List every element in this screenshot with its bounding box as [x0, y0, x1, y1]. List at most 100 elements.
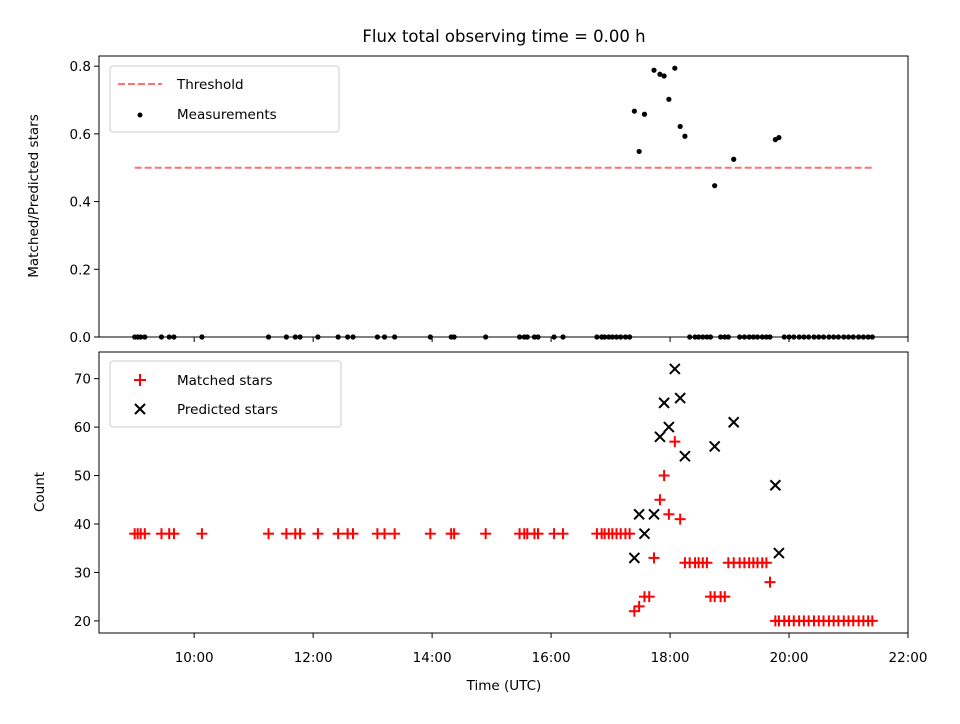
matched-star-point — [628, 605, 640, 617]
bottom-y-tick-label: 70 — [74, 372, 91, 388]
predicted-star-point — [728, 416, 740, 428]
bottom-panel: 20 30 40 50 60 70 10:00 12:00 14:00 16:00 18:00 20… — [32, 351, 928, 694]
matched-star-point — [168, 528, 180, 540]
bottom-y-tick-label: 30 — [74, 565, 91, 581]
measurement-point — [641, 111, 648, 117]
top-axes-frame — [98, 55, 909, 338]
matched-star-point — [654, 494, 666, 506]
x-tick-label: 22:00 — [889, 650, 928, 666]
bottom-y-axis-label: Count — [32, 472, 48, 512]
matched-star-point — [332, 528, 344, 540]
bottom-y-tick-label: 60 — [74, 420, 91, 436]
measurement-point — [651, 67, 657, 73]
x-tick-label: 18:00 — [651, 650, 690, 666]
measurements-layer — [132, 65, 875, 340]
chart-title: Flux total observing time = 0.00 h — [362, 27, 645, 46]
measurement-point — [776, 134, 782, 141]
matched-star-point — [701, 557, 713, 569]
predicted-star-point — [648, 508, 660, 521]
predicted-star-point — [663, 421, 675, 433]
measurement-point — [631, 108, 637, 114]
predicted-star-point — [674, 392, 686, 404]
matched-star-point — [424, 528, 436, 540]
x-tick-label: 10:00 — [175, 650, 214, 666]
measurement-point — [657, 71, 663, 77]
matched-star-point — [294, 528, 306, 540]
x-tick-label: 12:00 — [294, 650, 333, 666]
matched-star-point — [389, 528, 401, 540]
predicted-star-point — [638, 527, 651, 540]
matched-star-point — [633, 600, 645, 612]
matched-star-point — [379, 528, 391, 540]
legend-predicted-swatch — [134, 403, 146, 415]
top-y-ticks: 0.0 0.2 0.4 0.6 0.8 — [70, 59, 99, 346]
top-panel: 0.00.20.40.60.8 Matched/Predicted stars … — [26, 55, 909, 346]
bottom-legend: Matched stars Predicted stars — [109, 360, 342, 428]
top-y-tick-label: 0.2 — [70, 262, 91, 278]
legend-matched-label: Matched stars — [177, 373, 273, 389]
predicted-star-point — [669, 363, 681, 375]
measurement-point — [661, 73, 667, 79]
matched-star-point — [643, 591, 655, 603]
bottom-legend-box — [109, 360, 342, 428]
matched-star-point — [719, 591, 731, 603]
x-tick-label: 20:00 — [770, 650, 809, 666]
matched-star-point — [663, 508, 675, 520]
matched-star-point — [557, 528, 569, 540]
matched-star-point — [448, 528, 460, 540]
predicted-star-point — [628, 552, 641, 564]
top-y-tick-label: 0.0 — [70, 330, 91, 346]
predicted-star-point — [654, 431, 666, 443]
matched-star-point — [480, 528, 492, 540]
bottom-x-ticks: 10:00 12:00 14:00 16:00 18:00 20:00 22:00 — [175, 633, 928, 666]
measurement-point — [672, 65, 678, 71]
top-y-tick-label: 0.6 — [70, 127, 91, 143]
matched-star-point — [624, 528, 636, 540]
bottom-y-tick-label: 40 — [74, 517, 91, 533]
count-points-layer — [129, 363, 878, 627]
matched-star-point — [760, 557, 772, 569]
legend-matched-swatch — [134, 374, 146, 386]
matched-star-point — [669, 436, 681, 448]
top-x-ticks — [193, 337, 909, 342]
legend-measurements-label: Measurements — [177, 107, 277, 123]
x-tick-label: 14:00 — [413, 650, 452, 666]
bottom-y-tick-label: 50 — [74, 469, 91, 485]
predicted-star-point — [679, 450, 691, 462]
x-tick-label: 16:00 — [532, 650, 571, 666]
matched-star-point — [196, 528, 208, 540]
predicted-star-point — [708, 440, 721, 453]
top-y-axis-label: Matched/Predicted stars — [26, 114, 42, 277]
legend-threshold-label: Threshold — [176, 77, 244, 93]
measurement-point — [712, 183, 718, 189]
measurement-point — [636, 148, 642, 155]
legend-measurements-swatch — [137, 112, 143, 118]
measurement-point — [677, 123, 683, 130]
matched-star-point — [263, 528, 275, 540]
matched-star-point — [532, 528, 544, 540]
measurement-point — [682, 133, 688, 139]
top-legend: Threshold Measurements — [109, 65, 340, 133]
legend-predicted-label: Predicted stars — [177, 402, 278, 418]
x-axis-label: Time (UTC) — [466, 678, 542, 694]
matched-star-point — [658, 470, 670, 482]
matched-star-point — [866, 615, 878, 627]
top-y-tick-label: 0.4 — [70, 195, 91, 211]
matched-star-point — [139, 528, 151, 540]
matched-star-point — [764, 576, 776, 588]
bottom-axes-frame — [98, 351, 909, 634]
measurement-point — [666, 96, 672, 102]
matched-star-point — [648, 552, 660, 564]
predicted-star-point — [633, 508, 645, 521]
matched-star-point — [312, 528, 324, 540]
matched-star-point — [674, 513, 686, 525]
top-y-tick-label: 0.8 — [70, 59, 91, 75]
bottom-y-tick-label: 20 — [74, 614, 91, 630]
predicted-star-point — [773, 547, 785, 559]
top-legend-box — [109, 65, 340, 133]
predicted-star-point — [658, 397, 670, 409]
matched-star-point — [347, 528, 359, 540]
predicted-star-point — [769, 479, 782, 491]
bottom-y-ticks: 20 30 40 50 60 70 — [74, 372, 99, 630]
